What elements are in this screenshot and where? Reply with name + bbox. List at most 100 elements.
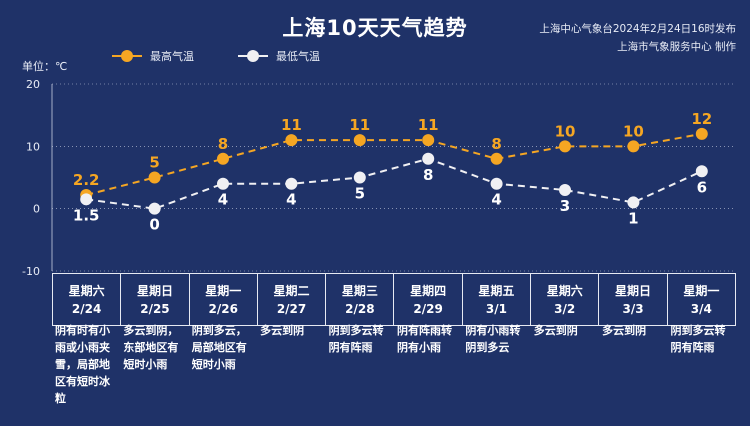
page-title: 上海10天天气趋势: [282, 16, 468, 40]
high-temp-label: 11: [418, 116, 439, 134]
day-header-row: 星期六 2/24 星期日 2/25 星期一 2/26 星期二 2/27 星期三 2/28 …: [51, 273, 737, 326]
low-temp-label: 1: [628, 209, 638, 227]
legend-label-low: 最低气温: [276, 50, 320, 63]
low-temp-point: [422, 152, 435, 165]
low-temp-label: 1.5: [73, 206, 100, 224]
high-series-swatch-icon: [112, 50, 142, 62]
day-cell: 星期一 3/4: [666, 273, 737, 326]
weekday-label: 星期二: [273, 283, 310, 298]
weekday-label: 星期日: [615, 283, 652, 298]
source-note: 上海中心气象台2024年2月24日16时发布 上海市气象服务中心 制作: [539, 20, 736, 56]
high-temp-label: 2.2: [73, 171, 100, 189]
day-cell: 星期六 2/24: [51, 273, 122, 326]
high-temp-label: 5: [149, 154, 159, 172]
date-label: 3/4: [690, 301, 712, 316]
day-cell: 星期日 2/25: [120, 273, 190, 326]
weekday-label: 星期三: [341, 283, 378, 298]
weekday-label: 星期日: [136, 283, 173, 298]
weekday-label: 星期五: [478, 283, 515, 298]
low-temp-point: [217, 177, 229, 190]
forecast-description-row: 阴有时有小雨或小雨夹雪，局部地区有短时冰粒 多云到阴，东部地区有短时小雨 阴到多…: [52, 322, 736, 407]
date-label: 2/27: [276, 301, 307, 316]
high-temp-point: [285, 134, 298, 147]
day-cell: 星期一 2/26: [188, 273, 258, 326]
legend-label-high: 最高气温: [150, 50, 194, 63]
forecast-description: 多云到阴: [602, 324, 647, 337]
low-temp-line: [86, 157, 703, 210]
y-tick-label: -10: [22, 265, 40, 278]
date-label: 2/24: [71, 301, 102, 316]
low-temp-label: 4: [491, 191, 501, 209]
forecast-description: 多云到阴: [533, 324, 578, 337]
high-temp-label: 11: [281, 116, 302, 134]
day-table: 星期六 2/24 星期日 2/25 星期一 2/26 星期二 2/27 星期三 2/28 …: [51, 273, 737, 326]
day-cell: 星期四 2/29: [393, 273, 463, 326]
low-temp-label: 8: [423, 166, 433, 184]
date-label: 2/25: [140, 301, 170, 316]
unit-label: 单位：℃: [22, 60, 68, 73]
high-temp-label: 8: [218, 135, 228, 153]
day-cell: 星期六 3/2: [530, 273, 600, 326]
high-temp-line: [85, 132, 702, 196]
high-temp-point: [148, 171, 161, 184]
low-temp-point: [285, 177, 298, 190]
y-tick-label: 10: [26, 140, 40, 153]
high-temp-label: 12: [691, 110, 712, 128]
low-temp-point: [627, 196, 640, 209]
low-temp-point: [148, 202, 161, 215]
high-temp-point: [490, 152, 503, 165]
date-label: 3/2: [554, 301, 576, 316]
high-temp-label: 11: [349, 116, 370, 134]
date-label: 3/3: [622, 301, 644, 316]
legend-item-low: 最低气温: [238, 48, 320, 64]
chart-legend: 最高气温 最低气温: [112, 48, 364, 64]
low-temp-point: [80, 193, 93, 206]
high-temp-label: 10: [555, 122, 576, 140]
high-temp-label: 8: [491, 135, 501, 153]
low-temp-point: [490, 177, 503, 190]
day-cell: 星期二 2/27: [256, 273, 327, 326]
weekday-label: 星期六: [68, 283, 105, 298]
date-label: 2/28: [345, 301, 375, 316]
high-temp-point: [353, 134, 366, 147]
high-temp-point: [627, 140, 640, 153]
source-line-producer: 上海市气象服务中心 制作: [617, 41, 736, 53]
forecast-description: 阴到多云转阴有阵雨: [670, 324, 726, 354]
high-temp-point: [422, 134, 435, 147]
weekday-label: 星期一: [683, 283, 720, 298]
date-label: 2/26: [208, 301, 238, 316]
high-temp-label: 10: [623, 122, 644, 140]
low-temp-label: 5: [355, 185, 365, 203]
high-temp-point: [559, 140, 571, 153]
day-cell: 星期三 2/28: [325, 273, 395, 326]
low-temp-label: 0: [149, 216, 159, 234]
low-temp-point: [559, 183, 571, 196]
low-temp-point: [353, 171, 366, 184]
forecast-description: 多云到阴: [260, 324, 305, 337]
high-temp-point: [695, 127, 708, 140]
weekday-label: 星期四: [410, 283, 447, 298]
forecast-description: 阴到多云，局部地区有短时小雨: [191, 324, 247, 371]
date-label: 3/1: [485, 301, 507, 316]
weekday-label: 星期一: [205, 283, 242, 298]
low-temp-label: 4: [286, 191, 296, 209]
low-temp-label: 3: [560, 197, 570, 215]
date-label: 2/29: [413, 301, 443, 316]
forecast-description: 多云到阴，东部地区有短时小雨: [123, 324, 179, 371]
forecast-description: 阴有时有小雨或小雨夹雪，局部地区有短时冰粒: [55, 324, 110, 405]
low-temp-label: 4: [218, 191, 228, 209]
source-line-publisher: 上海中心气象台2024年2月24日16时发布: [539, 23, 736, 35]
low-temp-label: 6: [697, 178, 707, 196]
low-temp-point: [695, 165, 708, 178]
forecast-description: 阴有阵雨转阴有小雨: [396, 324, 452, 354]
y-tick-label: 20: [26, 78, 40, 91]
legend-item-high: 最高气温: [112, 48, 194, 64]
forecast-description: 阴到多云转阴有阵雨: [328, 324, 384, 354]
y-tick-label: 0: [33, 203, 40, 216]
weekday-label: 星期六: [546, 283, 583, 298]
day-cell: 星期五 3/1: [461, 273, 532, 326]
high-temp-point: [217, 152, 229, 165]
day-cell: 星期日 3/3: [598, 273, 668, 326]
low-series-swatch-icon: [238, 50, 268, 62]
